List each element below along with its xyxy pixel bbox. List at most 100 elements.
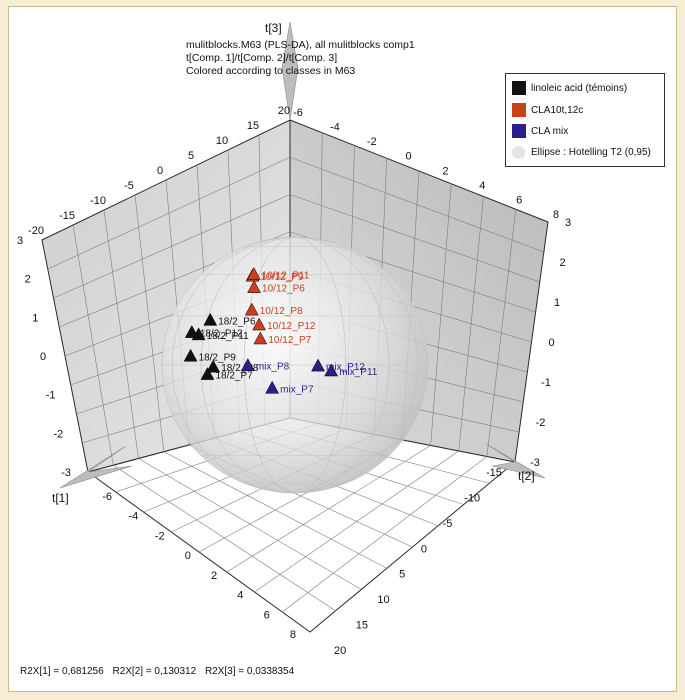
tick-label-top-left: -5 [124,180,134,192]
tick-label-t1: -6 [102,491,112,503]
data-point-label: mix_P7 [280,384,314,395]
data-point-label: 18/2_P6 [218,316,256,327]
grid-line [458,196,484,452]
legend-swatch-linoleic [512,81,526,95]
data-point-marker [311,358,325,372]
t2-axis-arrow [485,443,546,479]
legend-item-ellipse: Ellipse : Hotelling T2 (0,95) [512,144,651,160]
chart-title-line-3: Colored according to classes in M63 [186,65,356,77]
r2x-footer: R2X[1] = 0,681256 R2X[2] = 0,130312 R2X[… [20,666,300,677]
tick-label-top-right: -2 [367,136,377,148]
tick-label-top-left: 20 [278,105,290,117]
data-point-label: 10/12_P6 [262,284,305,295]
tick-label-t2: 15 [356,620,368,632]
tick-label-t3-left: 1 [32,312,38,324]
data-point-marker [203,312,218,326]
grid-line [282,456,488,613]
t2-axis-label: t[2] [518,469,535,483]
tick-label-t3-right: 2 [559,257,565,269]
tick-label-top-right: -6 [293,107,303,119]
data-point-label: 10/12_P7 [268,335,311,346]
grid-line [254,450,459,593]
data-point-label: 10/12_P8 [260,306,303,317]
data-point-marker [247,280,261,293]
legend-label-ellipse: Ellipse : Hotelling T2 (0,95) [531,146,651,158]
t1-axis-label: t[1] [52,491,69,505]
tick-label-t3-left: 0 [40,351,46,363]
tick-label-t1: -2 [155,530,165,542]
data-point-marker [206,359,221,373]
tick-label-top-left: 15 [247,120,259,132]
data-point-label: 18/2_P8 [221,363,259,374]
legend-swatch-ellipse [512,145,525,159]
t3-axis-arrow [281,21,299,121]
tick-label-top-left: -15 [59,210,75,222]
data-point-label: 10/12_P12 [267,321,316,332]
tick-label-t3-right: 3 [565,217,571,229]
t1-axis-arrow [59,445,133,489]
r2x-1: R2X[1] = 0,681256 [20,666,104,677]
tick-label-top-left: 5 [188,150,194,162]
r2x-2: R2X[2] = 0,130312 [112,666,197,677]
tick-label-t3-right: 1 [554,297,560,309]
data-point-marker [200,367,215,380]
data-point-marker [253,331,268,345]
tick-label-t2: -15 [486,467,502,479]
grid-line [47,156,291,270]
r2x-3: R2X[3] = 0,0338354 [204,666,295,677]
tick-label-t1: 6 [264,609,270,621]
data-point-marker [252,317,267,331]
tick-label-t1: 4 [237,590,243,602]
legend-item-cla-mix: CLA mix [512,123,568,139]
tick-label-t1: 2 [211,570,217,582]
data-point-label: 18/2_P12 [200,329,243,340]
tick-label-t3-left: -1 [46,390,56,402]
tick-label-top-right: 6 [516,194,522,206]
tick-label-top-right: -4 [330,122,340,134]
data-point-marker [184,325,199,338]
data-point-label: mix_P8 [256,362,290,373]
tick-label-t3-right: -2 [536,417,546,429]
tick-label-t3-left: 2 [25,274,31,286]
legend-swatch-cla10t12c [512,103,526,117]
grid-line [53,194,291,299]
legend: linoleic acid (témoins) CLA10t,12c CLA m… [505,73,665,167]
tick-label-top-left: -20 [28,225,44,237]
data-point-label: mix_P12 [326,362,365,373]
data-point-marker [183,348,198,362]
chart-title-line-1: mulitblocks.M63 (PLS-DA), all mulitblock… [186,39,415,51]
grid-line [226,445,431,573]
tick-label-top-right: 0 [406,151,412,163]
data-point-marker [324,363,339,377]
tick-label-top-right: 8 [553,209,559,221]
tick-label-t2: 10 [377,594,389,606]
tick-label-t2: -10 [464,492,480,504]
tick-label-t1: 8 [290,629,296,641]
tick-label-t2: -5 [443,518,453,530]
tick-label-top-right: 2 [442,165,448,177]
tick-label-t1: 0 [185,550,191,562]
data-point-marker [246,266,261,280]
data-point-label: 18/2_P7 [215,371,253,382]
tick-label-top-left: 10 [216,135,228,147]
data-point-marker [244,302,259,316]
tick-label-t3-right: -3 [530,457,540,469]
legend-item-cla10t12c: CLA10t,12c [512,102,583,118]
grid-line [289,194,540,283]
data-point-label: 18/2_P11 [207,331,250,342]
legend-label-linoleic: linoleic acid (témoins) [531,82,628,94]
grid-line [430,183,452,446]
tick-label-t3-right: -1 [541,377,551,389]
tick-label-t3-left: 3 [17,235,23,247]
grid-line [289,156,544,253]
data-point-marker [240,358,255,371]
tick-label-top-left: -10 [90,195,106,207]
data-point-label: mix_P11 [339,367,378,378]
tick-label-t3-left: -3 [61,467,71,479]
t3-axis-label: t[3] [265,21,282,35]
data-point-label: 18/2_P9 [199,352,237,363]
tick-label-t1: -4 [129,511,139,523]
